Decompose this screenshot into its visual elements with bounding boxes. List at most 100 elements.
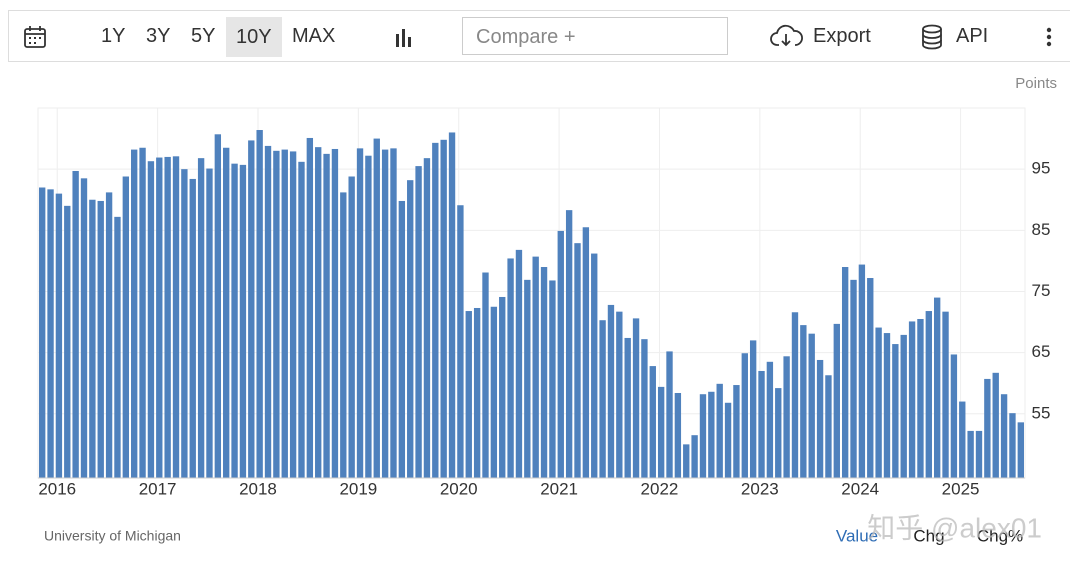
y-tick-label: 65 [1032,342,1051,361]
calendar-icon[interactable] [23,25,47,49]
bar [683,444,690,478]
bar [1017,422,1024,478]
range-button[interactable]: 5Y [191,25,216,47]
bar [766,361,774,478]
bar [365,155,372,478]
bar [908,321,916,478]
export-button[interactable]: Export [813,25,871,47]
y-tick-label: 85 [1032,220,1051,239]
export-icon[interactable] [770,24,804,50]
toolbar: 1Y 3Y 5Y 10Y MAX Compare + Export API [8,10,1070,62]
bar [800,325,807,478]
bar [758,370,765,478]
bar [858,264,866,478]
bar [540,267,548,478]
footer-tab[interactable]: Chg% [977,526,1023,545]
bar [164,156,171,479]
bar [867,278,874,478]
bar [875,327,882,478]
bar [657,386,665,478]
x-tick-label: 2022 [641,479,679,498]
bar [900,334,907,478]
bar [323,153,330,478]
bar [975,430,983,478]
bar [616,311,623,478]
bar [114,216,121,478]
bar [381,149,389,478]
api-button[interactable]: API [956,25,989,47]
bar [448,132,456,478]
bar [482,272,489,478]
api-icon[interactable] [920,24,944,50]
bar [390,148,397,478]
bar [55,193,63,479]
bar [264,145,272,478]
bar [206,168,213,478]
range-button[interactable]: 3Y [146,25,171,47]
bar [582,227,590,478]
bar [197,158,205,479]
range-button[interactable]: 1Y [101,25,126,47]
footer-tab[interactable]: Chg [913,526,944,545]
bar [574,243,581,478]
bar [674,392,682,478]
bar [515,249,523,478]
bar [733,385,740,478]
bar [632,318,640,478]
bar [256,130,263,478]
more-icon[interactable] [1044,26,1054,48]
bar [465,311,472,478]
bar [289,151,297,478]
chart-type-icon[interactable] [393,26,415,48]
bar [783,356,790,478]
y-tick-label: 75 [1032,281,1051,300]
x-tick-label: 2024 [841,479,879,498]
bar [348,176,355,479]
x-tick-label: 2023 [741,479,779,498]
bar [440,139,447,479]
bar [340,192,347,478]
bar [984,378,991,478]
bar [942,311,949,478]
x-tick-label: 2025 [942,479,980,498]
bar [432,142,439,478]
bar [825,375,832,478]
bar [89,199,96,478]
bar [64,205,71,478]
bar [172,156,180,478]
bar [816,359,824,478]
bar [791,312,799,478]
bar [131,149,138,478]
bar [189,178,196,479]
bar [156,157,163,479]
x-tick-label: 2016 [38,479,76,498]
bar [967,430,974,478]
bar [524,279,531,478]
range-button[interactable]: MAX [292,25,336,47]
bar [649,366,656,478]
bar [306,137,314,478]
bar [724,402,732,478]
bar [641,339,648,478]
bar [273,150,280,478]
bar [72,170,79,478]
x-tick-label: 2021 [540,479,578,498]
bar [565,210,573,478]
bar [959,401,966,478]
bar [39,187,46,478]
bar [315,147,322,478]
bar [741,353,748,478]
bar [1009,413,1016,478]
bar [231,163,238,478]
compare-input[interactable]: Compare + [462,17,728,55]
range-button[interactable]: 10Y [226,17,282,57]
bar [624,337,631,478]
footer-tab[interactable]: Value [836,526,878,545]
bar [833,323,840,478]
bar [80,178,88,479]
y-tick-label: 95 [1032,159,1051,178]
watermark: 知乎 @alex01 [867,512,1042,543]
bar [549,280,556,478]
bar [214,134,222,478]
